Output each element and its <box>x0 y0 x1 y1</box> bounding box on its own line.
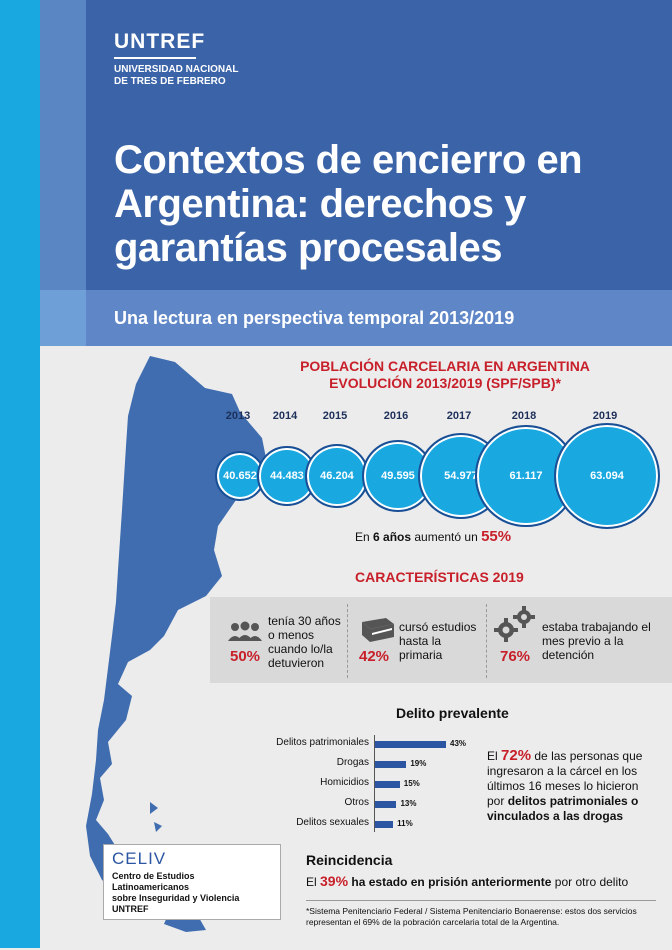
crime-bar <box>375 761 407 768</box>
footnote-divider <box>306 900 656 901</box>
crime-category-label: Otros <box>344 797 369 808</box>
char-divider <box>347 604 348 678</box>
crime-category-label: Drogas <box>336 757 369 768</box>
crime-bar-value: 15% <box>403 779 420 788</box>
crime-category-label: Delitos patrimoniales <box>276 737 369 748</box>
crime-bar <box>375 741 446 748</box>
char-pct-education: 42% <box>359 648 390 665</box>
char-text-age: tenía 30 años o menos cuando lo/la detuv… <box>268 614 341 670</box>
logo-name: UNTREF <box>114 30 204 59</box>
page-subtitle: Una lectura en perspectiva temporal 2013… <box>114 308 515 328</box>
char-text-work: estaba trabajando el mes previo a la det… <box>542 620 651 662</box>
char-divider <box>486 604 487 678</box>
logo-subtitle: UNIVERSIDAD NACIONAL DE TRES DE FEBRERO <box>114 64 239 87</box>
crime-bar-value: 13% <box>400 799 417 808</box>
growth-statement: En 6 años aumentó un 55% <box>355 528 512 545</box>
characteristics-band <box>210 597 672 683</box>
book-icon <box>362 618 394 642</box>
crime-bar-value: 43% <box>450 739 467 748</box>
celiv-logo-box: CELIV Centro de Estudios Latinoamericano… <box>103 844 281 920</box>
population-bubble: 61.117 <box>475 425 577 527</box>
population-bubble: 40.652 <box>215 451 265 501</box>
characteristics-title: CARACTERÍSTICAS 2019 <box>355 569 524 585</box>
crime-category-label: Delitos sexuales <box>296 817 369 828</box>
char-pct-age: 50% <box>230 648 261 665</box>
reincidence-statement: El 39% ha estado en prisión anteriorment… <box>306 873 629 889</box>
crime-chart-title: Delito prevalente <box>396 705 509 721</box>
bubble-year-label: 2016 <box>383 410 409 422</box>
bubble-year-label: 2014 <box>272 410 298 422</box>
crime-bar <box>375 781 400 788</box>
bubble-year-label: 2015 <box>322 410 348 422</box>
people-icon <box>228 621 262 641</box>
bubble-year-label: 2018 <box>511 410 537 422</box>
header-side-strip <box>40 0 86 290</box>
crime-category-label: Homicidios <box>320 777 369 788</box>
crime-bar <box>375 821 394 828</box>
crime-note: El 72% de las personas que ingresaron a … <box>487 747 643 823</box>
footnote: *Sistema Penitenciario Federal / Sistema… <box>306 906 637 927</box>
crime-bar-value: 19% <box>410 759 427 768</box>
untref-logo: UNTREF UNIVERSIDAD NACIONAL DE TRES DE F… <box>114 30 238 88</box>
population-bubble: 49.595 <box>361 439 435 513</box>
crime-bar <box>375 801 397 808</box>
content-side-strip <box>40 346 86 948</box>
gears-icon <box>494 606 535 642</box>
celiv-name: Centro de Estudios Latinoamericanos sobr… <box>112 871 240 914</box>
crime-chart-axis <box>374 735 375 832</box>
page-title: Contextos de encierro en Argentina: dere… <box>114 138 583 270</box>
reincidence-title: Reincidencia <box>306 852 393 868</box>
subtitle-band <box>86 290 672 346</box>
char-pct-work: 76% <box>500 648 531 665</box>
bubble-year-label: 2013 <box>225 410 251 422</box>
subtitle-side-strip <box>40 290 86 346</box>
char-text-education: cursó estudios hasta la primaria <box>399 620 477 662</box>
bubble-year-label: 2017 <box>446 410 472 422</box>
header-band <box>86 0 672 290</box>
left-color-strip <box>0 0 40 948</box>
bubble-year-label: 2019 <box>592 410 618 422</box>
population-bubble: 46.204 <box>305 444 369 508</box>
crime-bar-value: 11% <box>397 819 413 828</box>
celiv-logo: CELIV <box>112 849 167 868</box>
population-chart-title: POBLACIÓN CARCELARIA EN ARGENTINA EVOLUC… <box>300 358 590 391</box>
population-bubble: 63.094 <box>554 423 660 529</box>
